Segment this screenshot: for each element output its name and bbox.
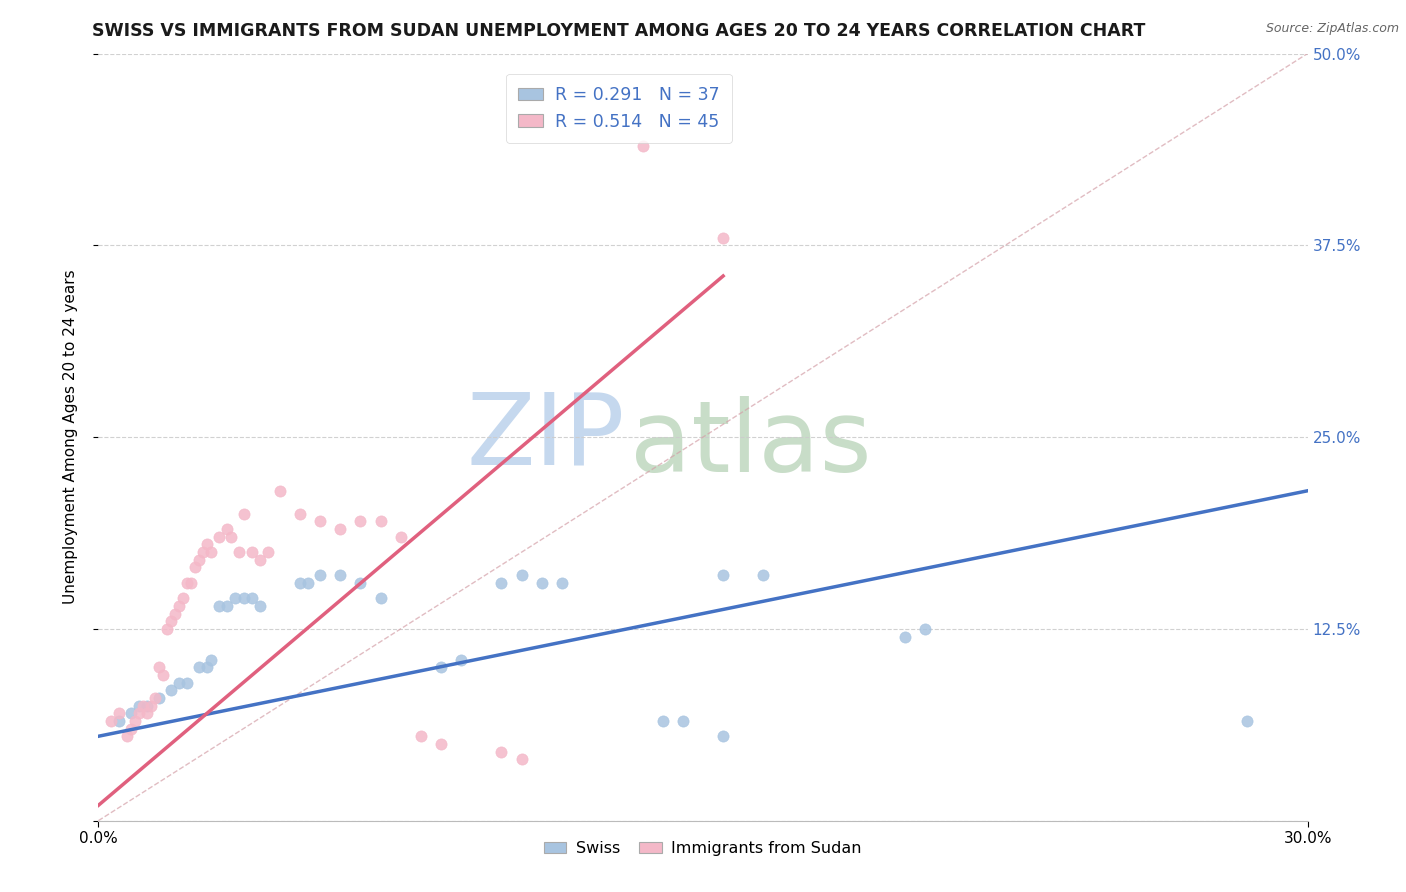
Point bbox=[139, 698, 162, 713]
Point bbox=[309, 568, 332, 582]
Point bbox=[430, 660, 453, 674]
Point bbox=[329, 522, 352, 536]
Point bbox=[184, 560, 207, 574]
Point bbox=[232, 591, 254, 606]
Point bbox=[148, 660, 170, 674]
Point bbox=[329, 568, 352, 582]
Point bbox=[188, 553, 211, 567]
Point bbox=[491, 745, 513, 759]
Point bbox=[1236, 714, 1258, 728]
Point bbox=[120, 706, 142, 721]
Point bbox=[148, 690, 170, 705]
Point bbox=[430, 737, 453, 751]
Point bbox=[120, 722, 142, 736]
Point bbox=[221, 530, 243, 544]
Point bbox=[128, 706, 150, 721]
Point bbox=[217, 599, 239, 613]
Point bbox=[256, 545, 278, 559]
Point bbox=[152, 668, 174, 682]
Point bbox=[269, 483, 291, 498]
Point bbox=[752, 568, 775, 582]
Point bbox=[370, 591, 392, 606]
Point bbox=[200, 652, 222, 666]
Point bbox=[208, 530, 231, 544]
Point bbox=[160, 683, 183, 698]
Point bbox=[240, 545, 263, 559]
Point bbox=[240, 591, 263, 606]
Point bbox=[200, 545, 222, 559]
Point bbox=[409, 729, 432, 743]
Point bbox=[711, 568, 734, 582]
Point bbox=[128, 698, 150, 713]
Point bbox=[115, 729, 138, 743]
Point bbox=[176, 575, 198, 590]
Point bbox=[349, 575, 371, 590]
Point bbox=[208, 599, 231, 613]
Text: Source: ZipAtlas.com: Source: ZipAtlas.com bbox=[1265, 22, 1399, 36]
Point bbox=[224, 591, 246, 606]
Point bbox=[193, 545, 215, 559]
Point bbox=[450, 652, 472, 666]
Point bbox=[631, 138, 654, 153]
Point bbox=[288, 575, 311, 590]
Point bbox=[651, 714, 673, 728]
Point bbox=[132, 698, 155, 713]
Point bbox=[711, 230, 734, 244]
Point bbox=[107, 706, 129, 721]
Text: atlas: atlas bbox=[630, 396, 872, 493]
Point bbox=[160, 614, 183, 628]
Point bbox=[711, 729, 734, 743]
Point bbox=[232, 507, 254, 521]
Point bbox=[389, 530, 412, 544]
Point bbox=[349, 515, 371, 529]
Point bbox=[510, 568, 533, 582]
Point bbox=[297, 575, 319, 590]
Point bbox=[156, 622, 179, 636]
Point bbox=[167, 675, 190, 690]
Point bbox=[249, 553, 271, 567]
Point bbox=[135, 706, 157, 721]
Point bbox=[172, 591, 194, 606]
Legend: Swiss, Immigrants from Sudan: Swiss, Immigrants from Sudan bbox=[537, 835, 869, 863]
Point bbox=[163, 607, 186, 621]
Point bbox=[914, 622, 936, 636]
Point bbox=[135, 698, 157, 713]
Text: SWISS VS IMMIGRANTS FROM SUDAN UNEMPLOYMENT AMONG AGES 20 TO 24 YEARS CORRELATIO: SWISS VS IMMIGRANTS FROM SUDAN UNEMPLOYM… bbox=[91, 22, 1146, 40]
Point bbox=[370, 515, 392, 529]
Point bbox=[195, 537, 218, 551]
Point bbox=[288, 507, 311, 521]
Point bbox=[672, 714, 695, 728]
Point bbox=[167, 599, 190, 613]
Point bbox=[143, 690, 166, 705]
Point bbox=[195, 660, 218, 674]
Point bbox=[309, 515, 332, 529]
Point bbox=[107, 714, 129, 728]
Point bbox=[176, 675, 198, 690]
Point bbox=[249, 599, 271, 613]
Point bbox=[491, 575, 513, 590]
Point bbox=[228, 545, 250, 559]
Point bbox=[530, 575, 553, 590]
Point bbox=[217, 522, 239, 536]
Text: ZIP: ZIP bbox=[465, 389, 624, 485]
Point bbox=[893, 630, 915, 644]
Point bbox=[510, 752, 533, 766]
Point bbox=[551, 575, 574, 590]
Point bbox=[124, 714, 146, 728]
Point bbox=[100, 714, 122, 728]
Point bbox=[180, 575, 202, 590]
Point bbox=[188, 660, 211, 674]
Y-axis label: Unemployment Among Ages 20 to 24 years: Unemployment Among Ages 20 to 24 years bbox=[63, 269, 77, 605]
